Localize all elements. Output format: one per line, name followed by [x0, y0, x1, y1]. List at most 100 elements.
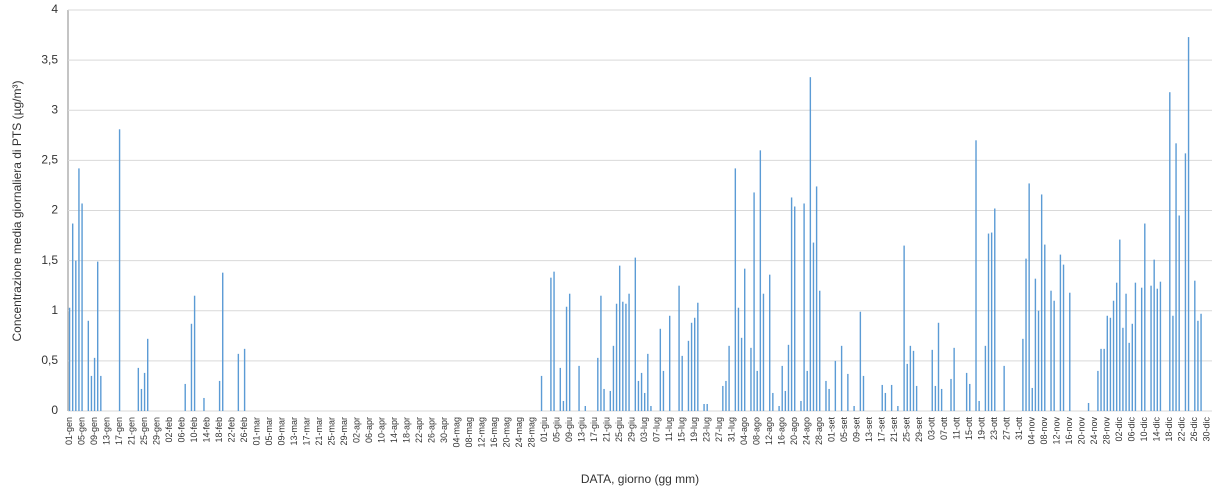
bar	[1178, 215, 1180, 411]
bar	[96, 261, 99, 411]
bar	[815, 186, 818, 411]
bar	[618, 265, 621, 411]
bar	[819, 290, 821, 411]
x-tick-label: 23-ott	[989, 417, 999, 441]
bar	[1150, 285, 1152, 411]
bar	[1140, 287, 1143, 411]
y-tick-label: 2	[51, 203, 58, 217]
x-tick-label: 15-ott	[964, 417, 974, 441]
x-tick-label: 05-giu	[552, 417, 562, 442]
bar	[1172, 315, 1174, 411]
bar	[693, 317, 696, 411]
bar	[987, 233, 990, 411]
bar	[184, 383, 186, 411]
x-tick-label: 04-mag	[452, 417, 462, 448]
x-tick-label: 26-dic	[1189, 417, 1199, 442]
bar	[759, 150, 762, 411]
bar	[790, 197, 793, 411]
x-tick-label: 17-set	[877, 417, 887, 443]
bar	[1028, 183, 1030, 411]
bar	[1050, 290, 1052, 411]
x-tick-label: 01-set	[827, 417, 837, 443]
bar	[628, 293, 630, 411]
bar	[659, 328, 662, 411]
bar	[678, 285, 680, 411]
bar	[687, 340, 690, 411]
bar	[1122, 327, 1124, 411]
bar	[809, 77, 812, 411]
x-tick-label: 25-mar	[326, 417, 336, 446]
bar	[756, 370, 758, 411]
bar	[753, 192, 755, 411]
bar	[559, 367, 561, 411]
bar	[1100, 348, 1102, 411]
x-tick-label: 27-lug	[714, 417, 724, 442]
x-tick-label: 19-lug	[689, 417, 699, 442]
bar	[1175, 143, 1177, 411]
bar	[909, 345, 912, 411]
bar	[625, 303, 627, 411]
bar	[1159, 281, 1162, 411]
bar	[859, 311, 862, 411]
bar	[612, 345, 615, 411]
bar	[1112, 300, 1115, 411]
bar	[1119, 239, 1121, 411]
x-tick-label: 08-nov	[1039, 417, 1049, 445]
bar	[884, 392, 887, 411]
x-tick-label: 24-nov	[1089, 417, 1099, 445]
bar	[853, 405, 855, 411]
x-tick-label: 29-mar	[339, 417, 349, 446]
bar	[728, 345, 730, 411]
bar	[762, 293, 765, 411]
bar	[568, 293, 571, 411]
x-tick-label: 21-gen	[126, 417, 136, 445]
bar	[1109, 317, 1112, 411]
bar	[1131, 323, 1133, 411]
x-tick-label: 13-set	[864, 417, 874, 443]
bar	[812, 242, 815, 411]
x-tick-label: 03-lug	[639, 417, 649, 442]
bar	[953, 347, 955, 411]
x-tick-label: 12-ago	[764, 417, 774, 445]
x-tick-label: 02-apr	[352, 417, 362, 443]
bar	[100, 375, 102, 411]
x-tick-label: 04-nov	[1027, 417, 1037, 445]
bar	[725, 380, 727, 411]
bar	[1194, 280, 1196, 411]
x-tick-label: 16-mag	[489, 417, 499, 448]
bar	[772, 392, 774, 411]
bar	[940, 388, 943, 411]
x-tick-label: 13-giu	[577, 417, 587, 442]
bar	[71, 223, 74, 411]
bar	[218, 380, 221, 411]
x-tick-label: 28-nov	[1102, 417, 1112, 445]
x-tick-label: 24-ago	[802, 417, 812, 445]
bar	[800, 400, 802, 411]
x-tick-label: 18-feb	[214, 417, 224, 443]
x-tick-label: 23-lug	[702, 417, 712, 442]
x-tick-label: 12-mag	[477, 417, 487, 448]
x-tick-label: 14-feb	[201, 417, 211, 443]
x-tick-label: 06-dic	[1127, 417, 1137, 442]
x-tick-label: 29-set	[914, 417, 924, 443]
bar	[1125, 293, 1127, 411]
bar	[650, 405, 652, 411]
x-tick-label: 21-set	[889, 417, 899, 443]
bar	[550, 277, 552, 411]
bar	[990, 232, 993, 411]
bar	[840, 345, 843, 411]
bar	[803, 203, 805, 411]
x-tick-label: 01-gen	[64, 417, 74, 445]
x-tick-label: 07-ott	[939, 417, 949, 441]
x-tick-label: 02-dic	[1114, 417, 1124, 442]
bar	[203, 397, 205, 411]
bar	[237, 353, 240, 411]
x-tick-label: 09-giu	[564, 417, 574, 442]
x-tick-label: 29-gen	[151, 417, 161, 445]
bar	[143, 372, 146, 411]
bar	[603, 388, 605, 411]
bar	[934, 385, 937, 411]
bar	[1197, 320, 1199, 411]
x-tick-label: 20-mag	[502, 417, 512, 448]
